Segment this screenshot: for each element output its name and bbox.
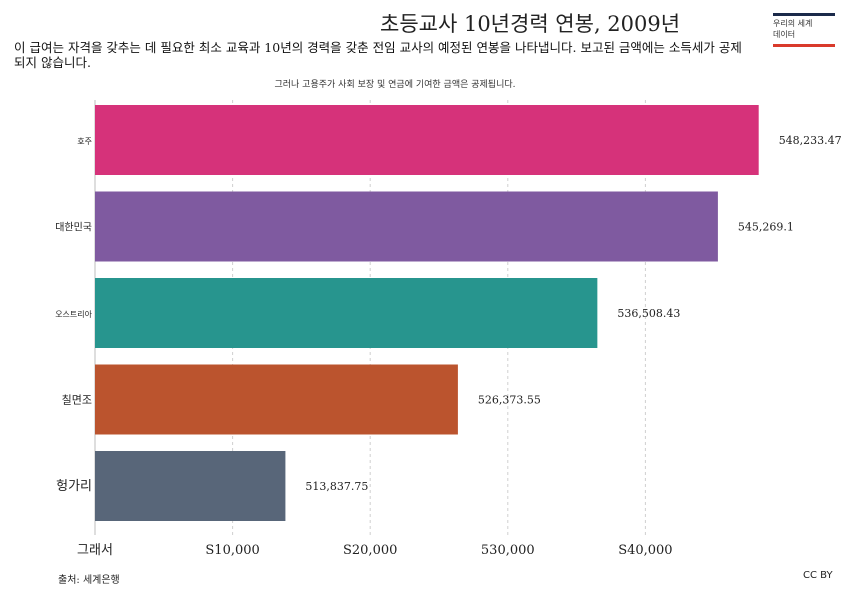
category-label: 호주 <box>77 137 92 146</box>
chart-title: 초등교사 10년경력 연봉, 2009년 <box>380 12 681 36</box>
x-tick-label: 그래서 <box>77 543 113 558</box>
value-label: 536,508.43 <box>617 307 680 320</box>
category-label: 칠면조 <box>62 394 92 407</box>
bar <box>95 364 458 435</box>
category-label: 대한민국 <box>55 222 92 234</box>
value-label: 513,837.75 <box>305 480 368 493</box>
owid-logo[interactable]: 우리의 세계 데이터 <box>773 13 835 47</box>
category-label: 오스트리아 <box>55 309 92 319</box>
chart-note: 그러나 고용주가 사회 보장 및 연금에 기여한 금액은 공제됩니다. <box>274 80 516 90</box>
bar <box>95 105 759 175</box>
logo-line-2: 데이터 <box>773 30 796 39</box>
chart-subtitle: 이 급여는 자격을 갖추는 데 필요한 최소 교육과 10년의 경력을 갖춘 전… <box>14 40 742 70</box>
bar <box>95 451 286 521</box>
x-tick-label: S20,000 <box>343 543 397 558</box>
bar <box>95 191 718 262</box>
license-label[interactable]: CC BY <box>803 570 833 581</box>
logo-line-1: 우리의 세계 <box>773 19 813 28</box>
x-tick-label: S40,000 <box>618 543 672 558</box>
x-tick-label: S10,000 <box>205 543 259 558</box>
category-label: 헝가리 <box>56 479 92 494</box>
x-tick-label: 530,000 <box>481 543 535 558</box>
bar <box>95 278 598 348</box>
value-label: 548,233.47 <box>779 134 842 147</box>
source-note[interactable]: 출처: 세계은행 <box>58 575 120 586</box>
value-label: 526,373.55 <box>478 394 541 407</box>
value-label: 545,269.1 <box>738 221 794 234</box>
